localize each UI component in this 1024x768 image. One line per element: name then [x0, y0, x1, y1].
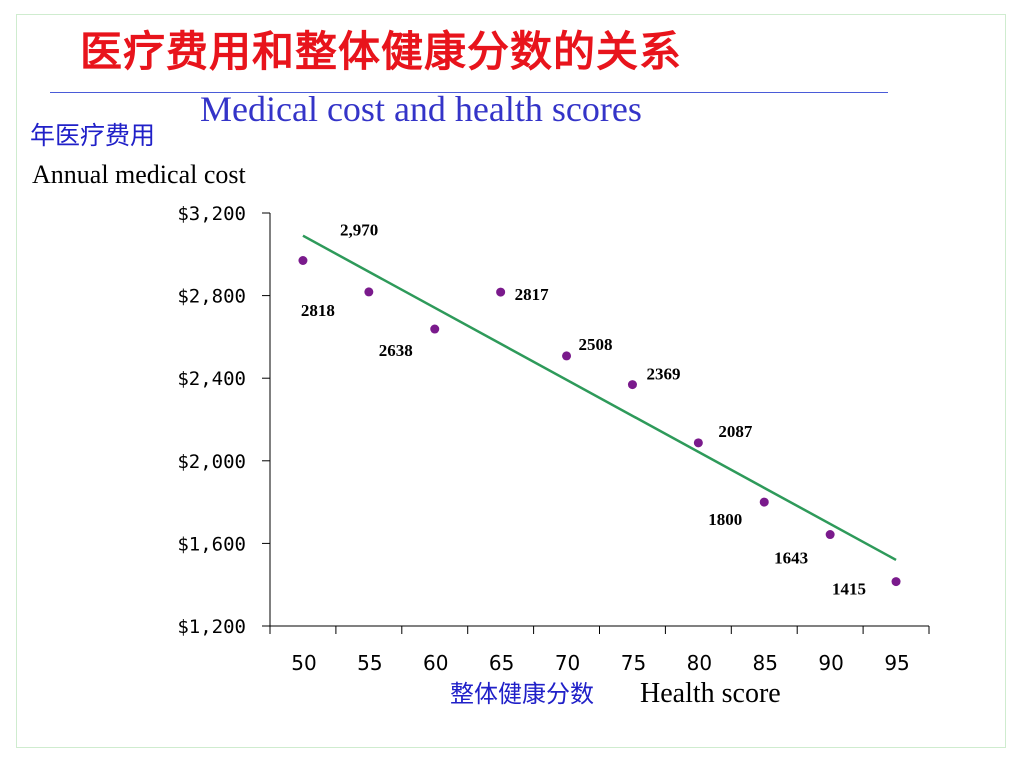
data-point — [430, 324, 440, 334]
data-labels-group: 2,970 2818 2638 2817 2508 2369 2087 1800 1643 141… — [301, 220, 866, 598]
x-axis-label-chinese: 整体健康分数 — [450, 680, 594, 708]
y-axis-label-chinese: 年医疗费用 — [30, 121, 156, 150]
data-label: 1415 — [832, 580, 866, 599]
x-tick-label: 75 — [621, 651, 646, 675]
y-tick-label: $1,600 — [177, 533, 246, 555]
data-point — [496, 287, 506, 297]
x-tick-label: 65 — [489, 651, 514, 675]
data-label: 1643 — [774, 549, 808, 568]
slide-frame — [16, 14, 1006, 748]
data-label: 1800 — [708, 510, 742, 529]
slide-title-english: Medical cost and health scores — [200, 89, 642, 129]
slide-title-chinese: 医疗费用和整体健康分数的关系 — [80, 27, 683, 76]
y-tick-label: $2,000 — [177, 451, 246, 473]
title-divider — [50, 92, 888, 93]
x-tick-label: 55 — [357, 651, 382, 675]
y-axis: $1,200 $1,600 $2,000 $2,400 $2,800 $3,200 — [177, 203, 271, 638]
x-tick-label: 70 — [555, 651, 580, 675]
y-tick-label: $3,200 — [177, 203, 246, 225]
y-tick-label: $2,800 — [177, 286, 246, 308]
data-point — [759, 497, 769, 507]
data-label: 2508 — [579, 335, 613, 354]
data-label: 2,970 — [340, 220, 378, 239]
y-tick-label: $1,200 — [177, 616, 246, 638]
data-label: 2087 — [718, 422, 753, 441]
x-tick-label: 85 — [753, 651, 778, 675]
y-tick-label: $2,400 — [177, 368, 246, 390]
x-axis-label: Health score — [640, 678, 781, 709]
x-axis: 50 55 60 65 70 75 80 85 90 95 — [269, 625, 930, 675]
data-label: 2369 — [646, 365, 680, 384]
trendline — [302, 234, 897, 562]
points-group — [298, 255, 901, 587]
x-tick-label: 60 — [423, 651, 448, 675]
data-point — [693, 438, 703, 448]
data-point — [562, 351, 572, 361]
data-point — [627, 380, 637, 390]
trendline-group — [302, 234, 897, 562]
x-tick-label: 90 — [818, 651, 843, 675]
data-point — [891, 577, 901, 587]
y-axis-label: Annual medical cost — [32, 160, 246, 189]
data-point — [364, 287, 374, 297]
x-tick-label: 95 — [884, 651, 909, 675]
x-tick-label: 50 — [291, 651, 316, 675]
x-tick-label: 80 — [687, 651, 712, 675]
data-point — [298, 255, 308, 265]
data-label: 2638 — [379, 341, 413, 360]
data-label: 2817 — [515, 285, 550, 304]
data-label: 2818 — [301, 301, 335, 320]
data-point — [825, 530, 835, 540]
